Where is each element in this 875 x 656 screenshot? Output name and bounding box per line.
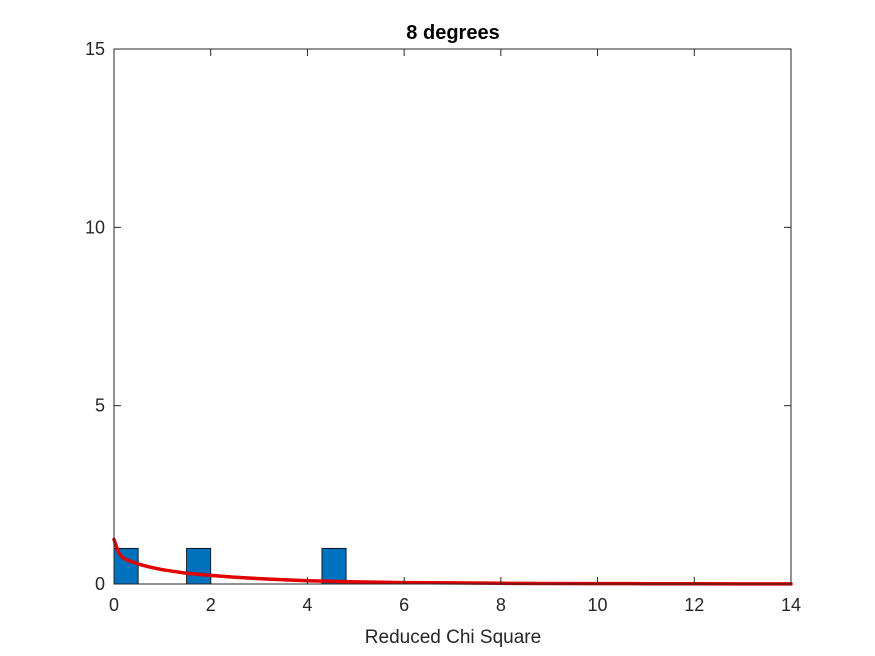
y-tick-label: 0 bbox=[95, 574, 105, 594]
x-tick-label: 12 bbox=[684, 595, 704, 615]
y-tick-label: 10 bbox=[85, 217, 105, 237]
plot-area bbox=[114, 49, 791, 584]
plot-background bbox=[114, 49, 791, 584]
x-tick-label: 2 bbox=[206, 595, 216, 615]
x-tick-label: 4 bbox=[302, 595, 312, 615]
histogram-bar bbox=[186, 547, 212, 585]
chart-title: 8 degrees bbox=[406, 22, 499, 44]
x-axis-title: Reduced Chi Square bbox=[365, 627, 541, 648]
y-tick-label: 5 bbox=[95, 396, 105, 416]
axes-box bbox=[113, 48, 792, 585]
x-tick-label: 14 bbox=[781, 595, 801, 615]
y-tick-label: 15 bbox=[85, 39, 105, 59]
histogram-bars bbox=[113, 547, 347, 585]
histogram-bar bbox=[321, 547, 347, 585]
x-tick-label: 10 bbox=[588, 595, 608, 615]
axes: 0 2 4 6 8 10 12 14 0 5 10 15 bbox=[85, 39, 801, 615]
x-tick-label: 0 bbox=[109, 595, 119, 615]
x-tick-label: 6 bbox=[399, 595, 409, 615]
x-tick-label: 8 bbox=[496, 595, 506, 615]
